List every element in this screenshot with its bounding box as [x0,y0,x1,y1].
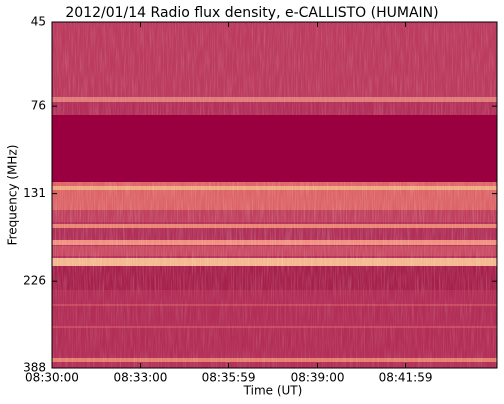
y-tick-label: 131 [23,186,46,200]
x-tick-label: 08:33:00 [114,371,168,385]
y-tick-label: 76 [31,99,46,113]
chart-title: 2012/01/14 Radio flux density, e-CALLIST… [65,5,438,21]
y-axis-label: Frequency (MHz) [6,145,20,246]
plot-frame [51,21,498,369]
x-tick-label: 08:39:00 [291,371,345,385]
y-tick-label: 226 [23,274,46,288]
spectrogram-image [52,22,497,368]
x-tick-label: 08:41:59 [379,371,433,385]
x-axis-label: Time (UT) [243,384,303,398]
x-tick-label: 08:30:00 [25,371,79,385]
y-tick-label: 45 [31,15,46,29]
x-tick-label: 08:35:59 [202,371,256,385]
y-tick-label: 388 [23,361,46,375]
